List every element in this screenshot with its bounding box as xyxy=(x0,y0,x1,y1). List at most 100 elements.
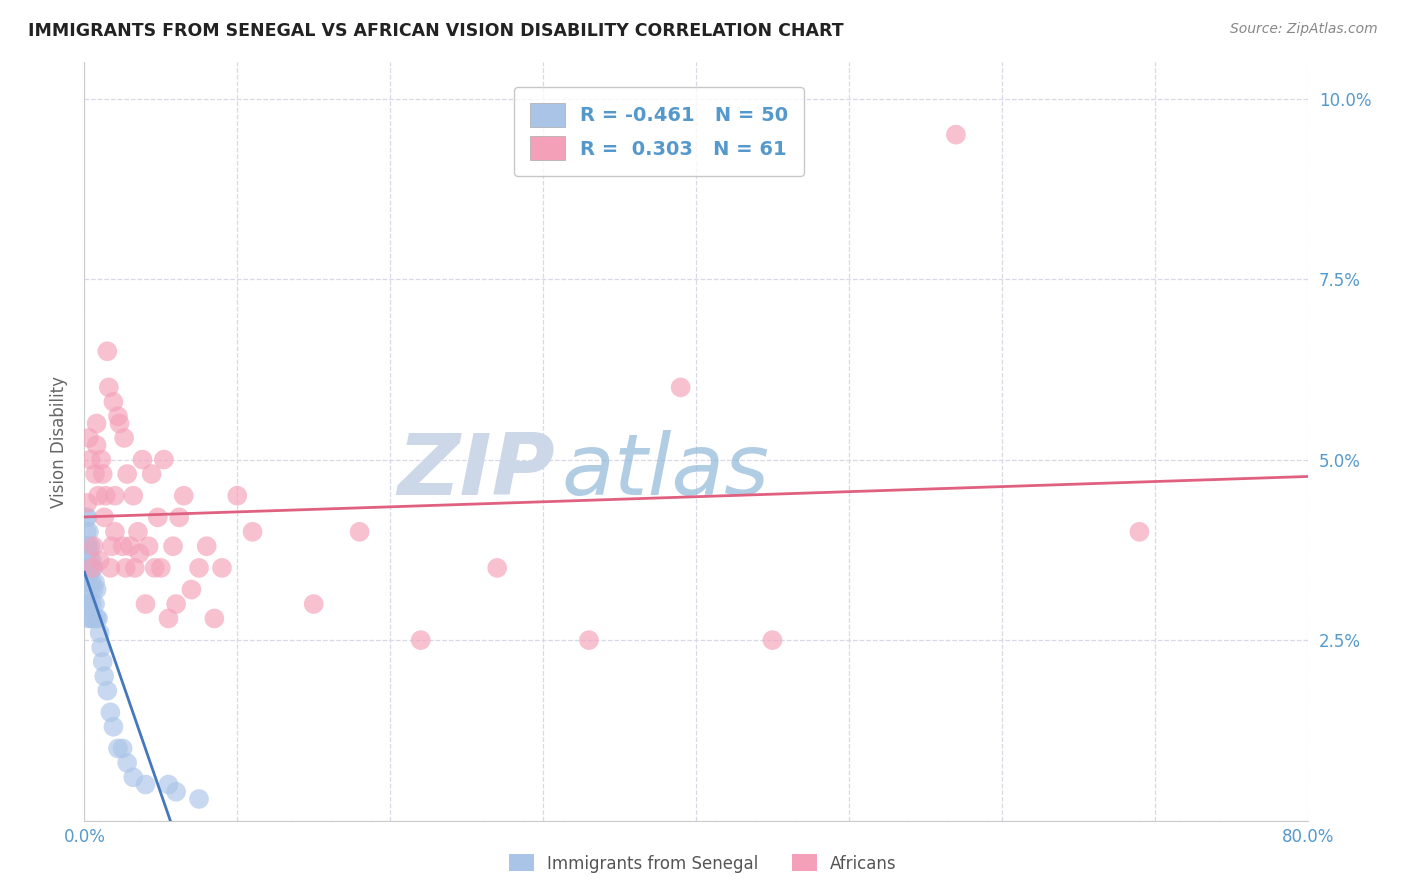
Y-axis label: Vision Disability: Vision Disability xyxy=(49,376,67,508)
Point xyxy=(122,489,145,503)
Point xyxy=(1128,524,1150,539)
Point xyxy=(76,575,98,590)
Point xyxy=(165,785,187,799)
Point xyxy=(167,510,190,524)
Legend: R = -0.461   N = 50, R =  0.303   N = 61: R = -0.461 N = 50, R = 0.303 N = 61 xyxy=(515,87,804,176)
Point xyxy=(120,539,142,553)
Point xyxy=(76,539,98,553)
Point xyxy=(103,394,125,409)
Point xyxy=(77,611,100,625)
Point xyxy=(149,561,172,575)
Point xyxy=(162,539,184,553)
Point xyxy=(135,778,157,792)
Point xyxy=(761,633,783,648)
Point xyxy=(211,561,233,575)
Point xyxy=(146,510,169,524)
Point xyxy=(80,561,103,575)
Point xyxy=(87,611,110,625)
Point xyxy=(180,582,202,597)
Point xyxy=(79,561,101,575)
Point xyxy=(93,510,115,524)
Point xyxy=(111,539,134,553)
Point xyxy=(80,597,103,611)
Point xyxy=(77,568,100,582)
Point xyxy=(111,741,134,756)
Point xyxy=(86,438,108,452)
Point xyxy=(101,539,124,553)
Point xyxy=(226,489,249,503)
Point xyxy=(165,597,187,611)
Point xyxy=(86,582,108,597)
Point xyxy=(114,561,136,575)
Point xyxy=(83,561,105,575)
Point xyxy=(669,380,692,394)
Point xyxy=(112,431,135,445)
Text: IMMIGRANTS FROM SENEGAL VS AFRICAN VISION DISABILITY CORRELATION CHART: IMMIGRANTS FROM SENEGAL VS AFRICAN VISIO… xyxy=(28,22,844,40)
Point xyxy=(76,496,98,510)
Point xyxy=(89,626,111,640)
Point xyxy=(86,611,108,625)
Point xyxy=(157,778,180,792)
Point xyxy=(80,554,103,568)
Point xyxy=(103,720,125,734)
Point xyxy=(98,561,121,575)
Point xyxy=(104,524,127,539)
Point xyxy=(173,489,195,503)
Point xyxy=(79,452,101,467)
Point xyxy=(122,770,145,784)
Point xyxy=(77,431,100,445)
Point xyxy=(76,561,98,575)
Point xyxy=(90,640,112,655)
Point xyxy=(76,510,98,524)
Point xyxy=(188,561,211,575)
Point xyxy=(98,706,121,720)
Point xyxy=(77,568,100,582)
Point xyxy=(349,524,371,539)
Point xyxy=(79,611,101,625)
Point xyxy=(96,344,118,359)
Point xyxy=(108,417,131,431)
Point xyxy=(141,467,163,481)
Point xyxy=(578,633,600,648)
Point xyxy=(195,539,218,553)
Point xyxy=(124,561,146,575)
Point xyxy=(90,452,112,467)
Point xyxy=(96,683,118,698)
Point xyxy=(202,611,225,625)
Point xyxy=(91,655,114,669)
Point xyxy=(76,524,98,539)
Point xyxy=(79,539,101,553)
Point xyxy=(143,561,166,575)
Point xyxy=(115,467,138,481)
Point xyxy=(138,539,160,553)
Point xyxy=(75,575,97,590)
Point xyxy=(127,524,149,539)
Text: atlas: atlas xyxy=(561,430,769,514)
Point xyxy=(157,611,180,625)
Point xyxy=(91,467,114,481)
Point xyxy=(80,575,103,590)
Point xyxy=(75,539,97,553)
Point xyxy=(107,741,129,756)
Point xyxy=(128,546,150,560)
Point xyxy=(84,467,107,481)
Point xyxy=(131,452,153,467)
Point xyxy=(486,561,509,575)
Point xyxy=(153,452,176,467)
Point xyxy=(97,380,120,394)
Point xyxy=(87,489,110,503)
Point xyxy=(302,597,325,611)
Point xyxy=(945,128,967,142)
Point xyxy=(83,539,105,553)
Point xyxy=(242,524,264,539)
Point xyxy=(75,510,97,524)
Point xyxy=(94,489,117,503)
Point xyxy=(89,554,111,568)
Point xyxy=(77,546,100,560)
Point xyxy=(135,597,157,611)
Point xyxy=(77,539,100,553)
Point xyxy=(84,575,107,590)
Point xyxy=(409,633,432,648)
Point xyxy=(84,597,107,611)
Point xyxy=(77,597,100,611)
